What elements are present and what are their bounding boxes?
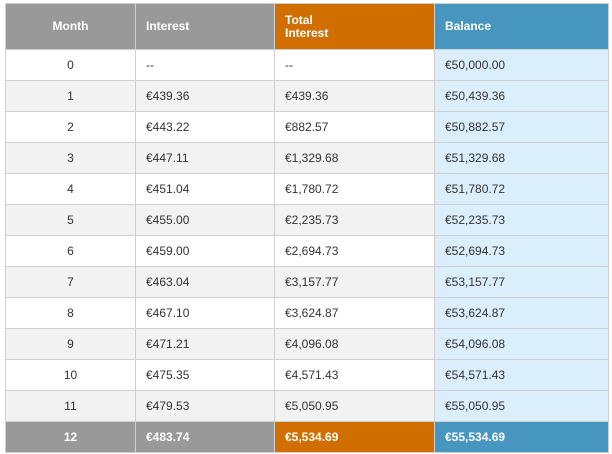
interest-cell: €447.11: [135, 142, 275, 174]
balance-cell: €50,000.00: [434, 49, 609, 81]
table-row: 11 €479.53 €5,050.95 €55,050.95: [5, 390, 609, 422]
balance-cell: €50,882.57: [434, 111, 609, 143]
balance-cell: €51,329.68: [434, 142, 609, 174]
header-row: Month Interest Total Interest Balance: [5, 3, 609, 50]
table-row: 6 €459.00 €2,694.73 €52,694.73: [5, 235, 609, 267]
header-month: Month: [5, 3, 136, 50]
table-row: 5 €455.00 €2,235.73 €52,235.73: [5, 204, 609, 236]
total-interest-cell: €2,694.73: [274, 235, 435, 267]
table-header: Month Interest Total Interest Balance: [5, 3, 609, 50]
total-interest-cell: €439.36: [274, 80, 435, 112]
interest-cell: €451.04: [135, 173, 275, 205]
balance-cell: €54,571.43: [434, 359, 609, 391]
table-row: 3 €447.11 €1,329.68 €51,329.68: [5, 142, 609, 174]
table-row: 2 €443.22 €882.57 €50,882.57: [5, 111, 609, 143]
table-row: 1 €439.36 €439.36 €50,439.36: [5, 80, 609, 112]
final-total-interest-cell: €5,534.69: [274, 421, 435, 453]
final-month-cell: 12: [5, 421, 136, 453]
balance-cell: €52,235.73: [434, 204, 609, 236]
month-cell: 8: [5, 297, 136, 329]
table-row: 0 -- -- €50,000.00: [5, 49, 609, 81]
interest-cell: €459.00: [135, 235, 275, 267]
balance-cell: €51,780.72: [434, 173, 609, 205]
total-interest-cell: €3,157.77: [274, 266, 435, 298]
month-cell: 5: [5, 204, 136, 236]
final-interest-cell: €483.74: [135, 421, 275, 453]
total-interest-cell: €882.57: [274, 111, 435, 143]
table-row: 9 €471.21 €4,096.08 €54,096.08: [5, 328, 609, 360]
final-row: 12 €483.74 €5,534.69 €55,534.69: [5, 421, 609, 453]
total-interest-cell: €2,235.73: [274, 204, 435, 236]
month-cell: 9: [5, 328, 136, 360]
month-cell: 7: [5, 266, 136, 298]
month-cell: 2: [5, 111, 136, 143]
interest-cell: €455.00: [135, 204, 275, 236]
total-interest-cell: €4,096.08: [274, 328, 435, 360]
interest-cell: €463.04: [135, 266, 275, 298]
balance-cell: €54,096.08: [434, 328, 609, 360]
month-cell: 4: [5, 173, 136, 205]
balance-cell: €53,157.77: [434, 266, 609, 298]
month-cell: 1: [5, 80, 136, 112]
total-interest-cell: --: [274, 49, 435, 81]
interest-schedule-table: Month Interest Total Interest Balance 0-…: [5, 3, 609, 453]
table-body: 0 -- -- €50,000.00 1 €439.36 €439.36 €50,439.36…: [5, 49, 609, 422]
balance-cell: €52,694.73: [434, 235, 609, 267]
total-interest-cell: €4,571.43: [274, 359, 435, 391]
month-cell: 0: [5, 49, 136, 81]
final-balance-cell: €55,534.69: [434, 421, 609, 453]
month-cell: 6: [5, 235, 136, 267]
table-row: 10 €475.35 €4,571.43 €54,571.43: [5, 359, 609, 391]
month-cell: 11: [5, 390, 136, 422]
balance-cell: €50,439.36: [434, 80, 609, 112]
total-interest-cell: €3,624.87: [274, 297, 435, 329]
header-total-interest: Total Interest: [274, 3, 435, 50]
table-footer: 12 €483.74 €5,534.69 €55,534.69: [5, 421, 609, 453]
month-cell: 10: [5, 359, 136, 391]
interest-cell: --: [135, 49, 275, 81]
balance-cell: €55,050.95: [434, 390, 609, 422]
interest-cell: €439.36: [135, 80, 275, 112]
total-interest-cell: €1,780.72: [274, 173, 435, 205]
header-balance: Balance: [434, 3, 609, 50]
table-row: 7 €463.04 €3,157.77 €53,157.77: [5, 266, 609, 298]
balance-cell: €53,624.87: [434, 297, 609, 329]
table-row: 8 €467.10 €3,624.87 €53,624.87: [5, 297, 609, 329]
header-interest: Interest: [135, 3, 275, 50]
interest-cell: €475.35: [135, 359, 275, 391]
table-row: 4 €451.04 €1,780.72 €51,780.72: [5, 173, 609, 205]
interest-cell: €471.21: [135, 328, 275, 360]
total-interest-cell: €5,050.95: [274, 390, 435, 422]
interest-cell: €467.10: [135, 297, 275, 329]
interest-cell: €443.22: [135, 111, 275, 143]
month-cell: 3: [5, 142, 136, 174]
total-interest-cell: €1,329.68: [274, 142, 435, 174]
interest-cell: €479.53: [135, 390, 275, 422]
